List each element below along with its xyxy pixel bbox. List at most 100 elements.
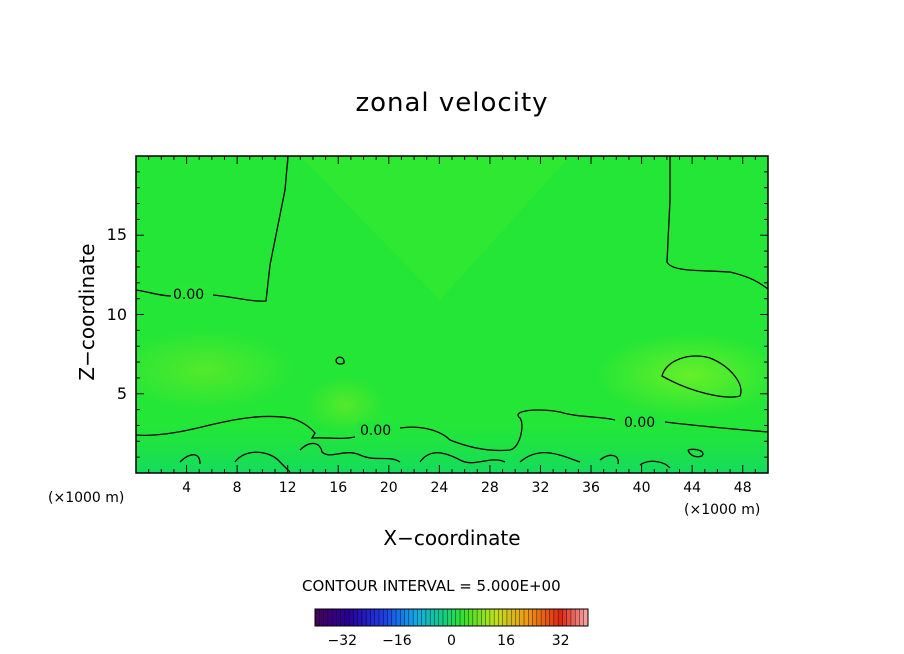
colorbar-segment [378, 609, 384, 626]
contour-small-loop [335, 356, 345, 365]
contour-interval-note: CONTOUR INTERVAL = 5.000E+00 [302, 577, 561, 595]
contour-bottom-mid [399, 409, 616, 452]
colorbar-segment [340, 609, 346, 626]
x-tick-label: 8 [232, 480, 242, 496]
colorbar-segment [579, 609, 585, 626]
y-tick-label: 10 [106, 304, 127, 324]
x-tick-label: 36 [582, 480, 600, 496]
colorbar-segment [549, 609, 555, 626]
colorbar-segment [460, 609, 465, 626]
x-tick-label: 32 [531, 480, 550, 496]
colorbar-segment [545, 609, 551, 626]
colorbar-segment [558, 609, 563, 626]
colorbar-segment [455, 609, 461, 626]
near-surface-band [136, 420, 768, 473]
contour-bottom-left [135, 415, 356, 440]
contour-lines [135, 155, 769, 473]
velocity-field [136, 156, 768, 473]
colorbar-segment [502, 609, 508, 626]
colorbar-segment [391, 609, 397, 626]
contour-labels: 0.00 0.00 0.00 [171, 286, 662, 439]
colorbar-segment [430, 609, 435, 626]
colorbar-segment [489, 609, 495, 626]
colorbar-segment [387, 609, 393, 626]
colorbar-segment [344, 609, 350, 626]
colorbar-segment [468, 609, 474, 626]
colorbar-segment [327, 609, 333, 626]
colorbar-segment [575, 609, 580, 626]
colorbar-tick-label: −16 [382, 633, 412, 649]
colorbar-segment [472, 609, 478, 626]
x-tick-label: 40 [632, 480, 651, 496]
y-tick-label: 15 [106, 225, 127, 245]
contour-label-center: 0.00 [360, 423, 391, 439]
colorbar-segment [332, 609, 337, 626]
colorbar [314, 609, 589, 626]
x-unit-right: (×1000 m) [684, 502, 761, 518]
colorbar-segment [519, 609, 525, 626]
contour-left-upper [135, 155, 289, 302]
chart-title: zonal velocity [355, 88, 549, 118]
colorbar-segment [553, 609, 559, 626]
colorbar-segment [524, 609, 529, 626]
colorbar-segment [366, 609, 371, 626]
contour-bottom-right [664, 421, 769, 433]
colorbar-segment [417, 609, 423, 626]
colorbar-segment [336, 609, 342, 626]
colorbar-segment [506, 609, 512, 626]
colorbar-segment [357, 609, 363, 626]
colorbar-segment [404, 609, 410, 626]
colorbar-segment [361, 609, 367, 626]
x-tick-label: 48 [733, 480, 752, 496]
colorbar-segment [323, 609, 329, 626]
x-tick-label: 12 [278, 480, 297, 496]
colorbar-segment [515, 609, 521, 626]
colorbar-segment [566, 609, 572, 626]
right-max-region [595, 333, 768, 417]
colorbar-tick-label: 0 [447, 633, 456, 649]
colorbar-tick-label: 32 [551, 633, 570, 649]
colorbar-segment [349, 609, 354, 626]
colorbar-tick-label: −32 [327, 633, 358, 649]
colorbar-segment [562, 609, 568, 626]
contour-right-closed [661, 355, 742, 398]
colorbar-segment [421, 609, 427, 626]
x-tick-label: 4 [182, 480, 191, 496]
colorbar-segment [370, 609, 376, 626]
colorbar-segment [494, 609, 499, 626]
contour-label-right: 0.00 [624, 415, 655, 431]
colorbar-segment [528, 609, 534, 626]
colorbar-segment [532, 609, 538, 626]
colorbar-segment [434, 609, 440, 626]
center-max-region [305, 377, 385, 433]
x-tick-label: 28 [480, 480, 499, 496]
x-tick-label: 44 [683, 480, 702, 496]
colorbar-segment [451, 609, 457, 626]
x-unit-left: (×1000 m) [48, 490, 125, 506]
colorbar-segment [400, 609, 406, 626]
left-max-region [136, 330, 295, 410]
colorbar-tick-label: 16 [497, 633, 515, 649]
colorbar-segment [438, 609, 444, 626]
axis-ticks [136, 156, 768, 473]
x-tick-label: 16 [329, 480, 348, 496]
contour-right-upper [666, 156, 769, 290]
colorbar-segment [447, 609, 452, 626]
colorbar-segment [570, 609, 576, 626]
colorbar-segment [481, 609, 487, 626]
colorbar-segment [425, 609, 431, 626]
colorbar-segment [536, 609, 542, 626]
x-tick-label: 24 [430, 480, 449, 496]
colorbar-segment [374, 609, 380, 626]
x-axis-label: X−coordinate [383, 526, 521, 550]
contour-bottom-wiggles [179, 442, 704, 473]
colorbar-frame [314, 608, 589, 627]
colorbar-segment [583, 609, 589, 626]
colorbar-segment [498, 609, 504, 626]
colorbar-segment [396, 609, 401, 626]
y-tick-label: 5 [116, 383, 127, 403]
colorbar-segment [511, 609, 516, 626]
colorbar-segment [353, 609, 359, 626]
colorbar-segment [477, 609, 482, 626]
